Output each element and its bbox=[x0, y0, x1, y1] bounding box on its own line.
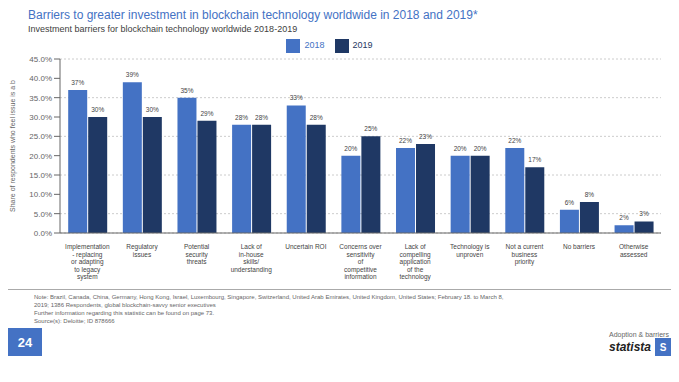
svg-text:20%: 20% bbox=[344, 145, 357, 152]
svg-text:28%: 28% bbox=[310, 114, 323, 121]
svg-text:22%: 22% bbox=[508, 137, 521, 144]
svg-text:Concerns oversensitivityofcomp: Concerns oversensitivityofcompetitiveinf… bbox=[339, 243, 382, 280]
svg-text:8%: 8% bbox=[585, 191, 595, 198]
svg-text:Otherwiseassessed: Otherwiseassessed bbox=[619, 243, 649, 258]
svg-text:20.0%: 20.0% bbox=[29, 152, 52, 161]
html-text:statista: statista bbox=[609, 340, 651, 354]
svg-text:Lack ofin-houseskills/understa: Lack ofin-houseskills/understanding bbox=[231, 243, 273, 274]
html-text:S: S bbox=[659, 341, 667, 353]
svg-text:37%: 37% bbox=[71, 79, 84, 86]
svg-text:2%: 2% bbox=[619, 214, 629, 221]
html-text:Investment barriers for blockc: Investment barriers for blockchain techn… bbox=[28, 24, 298, 34]
svg-text:3%: 3% bbox=[639, 210, 649, 217]
html-text:Note: Brazil, Canada, China, G: Note: Brazil, Canada, China, Germany, Ho… bbox=[34, 294, 504, 324]
svg-text:6%: 6% bbox=[565, 199, 575, 206]
svg-text:0.0%: 0.0% bbox=[34, 229, 52, 238]
svg-text:30%: 30% bbox=[146, 106, 159, 113]
svg-text:25.0%: 25.0% bbox=[29, 132, 52, 141]
svg-text:Not a currentbusinesspriority: Not a currentbusinesspriority bbox=[506, 243, 544, 266]
svg-text:Implementation- replacingor ad: Implementation- replacingor adaptingto l… bbox=[65, 243, 110, 281]
svg-text:40.0%: 40.0% bbox=[29, 74, 52, 83]
svg-text:No barriers: No barriers bbox=[563, 243, 596, 250]
html-text:Adoption & barriers: Adoption & barriers bbox=[609, 331, 669, 338]
html-text:24: 24 bbox=[17, 334, 33, 350]
svg-text:39%: 39% bbox=[126, 71, 139, 78]
svg-text:10.0%: 10.0% bbox=[29, 190, 52, 199]
svg-text:Lack ofcompellingapplicationof: Lack ofcompellingapplicationof thetechno… bbox=[399, 243, 431, 281]
svg-text:33%: 33% bbox=[290, 94, 303, 101]
svg-text:20%: 20% bbox=[474, 145, 487, 152]
svg-text:22%: 22% bbox=[399, 137, 412, 144]
svg-text:5.0%: 5.0% bbox=[34, 210, 52, 219]
svg-text:Uncertain ROI: Uncertain ROI bbox=[285, 243, 326, 250]
svg-text:29%: 29% bbox=[200, 110, 213, 117]
svg-text:15.0%: 15.0% bbox=[29, 171, 52, 180]
svg-text:17%: 17% bbox=[528, 156, 541, 163]
html-text:2019: 2019 bbox=[352, 40, 373, 51]
svg-text:28%: 28% bbox=[235, 114, 248, 121]
svg-text:45.0%: 45.0% bbox=[29, 55, 52, 64]
svg-text:Regulatoryissues: Regulatoryissues bbox=[126, 243, 158, 258]
svg-text:35%: 35% bbox=[180, 87, 193, 94]
svg-text:35.0%: 35.0% bbox=[29, 94, 52, 103]
html-text:2018: 2018 bbox=[304, 40, 325, 51]
html-text:Barriers to greater investment: Barriers to greater investment in blockc… bbox=[28, 8, 478, 22]
svg-text:Potentialsecuritythreats: Potentialsecuritythreats bbox=[184, 243, 210, 265]
svg-text:28%: 28% bbox=[255, 114, 268, 121]
svg-text:25%: 25% bbox=[364, 125, 377, 132]
svg-text:20%: 20% bbox=[454, 145, 467, 152]
svg-text:Technology isunproven: Technology isunproven bbox=[450, 243, 490, 259]
svg-text:Share of respondents who feel: Share of respondents who feel issue is a… bbox=[9, 80, 17, 212]
svg-text:30.0%: 30.0% bbox=[29, 113, 52, 122]
svg-text:30%: 30% bbox=[91, 106, 104, 113]
svg-text:23%: 23% bbox=[419, 133, 432, 140]
